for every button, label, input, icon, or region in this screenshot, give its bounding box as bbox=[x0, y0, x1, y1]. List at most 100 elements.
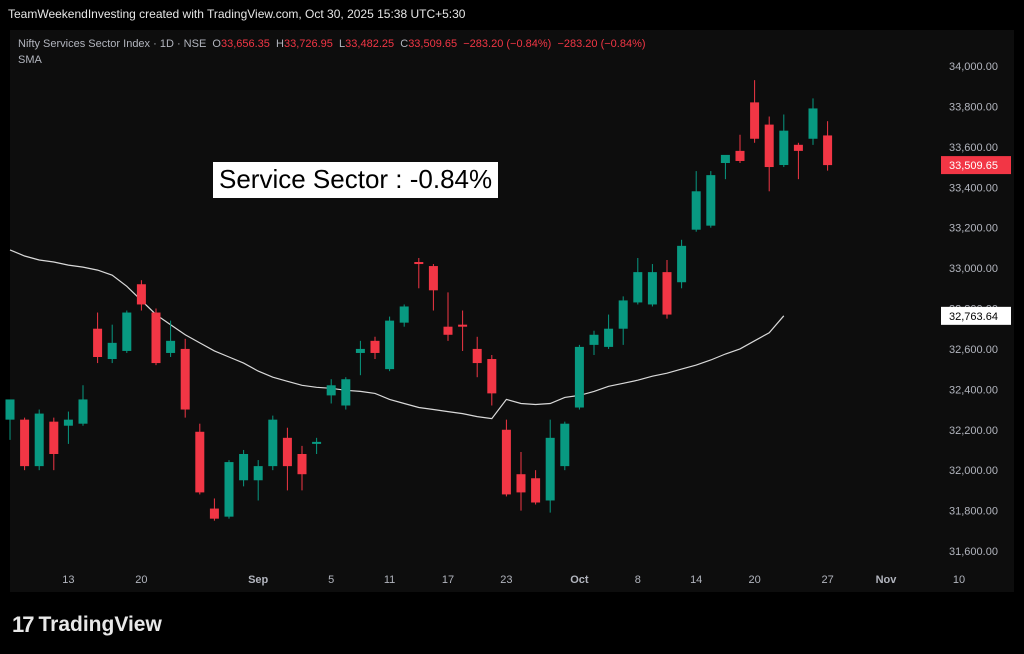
x-tick-label: Oct bbox=[570, 574, 589, 586]
candle-body bbox=[341, 379, 351, 406]
candle-body bbox=[195, 431, 205, 493]
x-tick-label: 17 bbox=[442, 574, 454, 586]
open-value: 33,656.35 bbox=[220, 38, 270, 50]
ohlc-legend: Nifty Services Sector Index · 1D · NSE O… bbox=[18, 38, 646, 50]
tradingview-logo-icon: 17 bbox=[12, 612, 35, 637]
candle-body bbox=[239, 454, 249, 481]
close-label: C bbox=[400, 38, 409, 50]
chart-panel[interactable] bbox=[10, 30, 1014, 592]
candle-body bbox=[501, 429, 511, 495]
candle-body bbox=[428, 266, 438, 291]
candle-body bbox=[604, 328, 614, 347]
x-tick-label: 23 bbox=[500, 574, 512, 586]
last-price-label: 33,509.65 bbox=[949, 160, 998, 172]
candle-body bbox=[209, 508, 219, 519]
open-label: O bbox=[212, 38, 221, 50]
sma-value-tag bbox=[941, 306, 1011, 325]
candle-body bbox=[20, 419, 30, 467]
candle-body bbox=[326, 385, 336, 396]
candle-body bbox=[253, 466, 263, 481]
y-tick-label: 32,600.00 bbox=[949, 344, 998, 356]
candle-body bbox=[458, 324, 468, 327]
x-tick-label: 5 bbox=[328, 574, 334, 586]
candle-body bbox=[63, 419, 73, 426]
candle-body bbox=[560, 423, 570, 467]
x-tick-label: 20 bbox=[748, 574, 760, 586]
candle-body bbox=[589, 334, 599, 345]
x-tick-label: 8 bbox=[635, 574, 641, 586]
candle-body bbox=[735, 150, 745, 161]
x-tick-label: 13 bbox=[62, 574, 74, 586]
candle-body bbox=[355, 348, 365, 353]
x-tick-label: 27 bbox=[821, 574, 833, 586]
y-tick-label: 31,600.00 bbox=[949, 546, 998, 558]
x-tick-label: 14 bbox=[690, 574, 702, 586]
candle-body bbox=[779, 130, 789, 166]
candle-body bbox=[180, 348, 190, 410]
change-value: −283.20 (−0.84%) bbox=[463, 38, 552, 50]
y-tick-label: 33,400.00 bbox=[949, 182, 998, 194]
candle-body bbox=[5, 399, 15, 420]
candle-body bbox=[662, 272, 672, 315]
candle-body bbox=[574, 346, 584, 408]
tradingview-logo[interactable]: 17 TradingView bbox=[12, 612, 162, 638]
y-tick-label: 32,400.00 bbox=[949, 384, 998, 396]
candle-body bbox=[691, 191, 701, 230]
sma-value-label: 32,763.64 bbox=[949, 311, 998, 323]
candle-body bbox=[633, 272, 643, 303]
candle-body bbox=[282, 437, 292, 467]
candle-body bbox=[793, 144, 803, 151]
candle-body bbox=[166, 340, 176, 353]
y-tick-label: 33,600.00 bbox=[949, 142, 998, 154]
candle-body bbox=[34, 413, 44, 467]
candle-body bbox=[297, 454, 307, 475]
last-price-tag bbox=[941, 156, 1011, 175]
low-value: 33,482.25 bbox=[345, 38, 395, 50]
indicator-legend[interactable]: SMA bbox=[18, 54, 42, 66]
low-label: L bbox=[339, 38, 346, 50]
high-value: 33,726.95 bbox=[283, 38, 333, 50]
candle-body bbox=[370, 340, 380, 353]
y-tick-label: 32,200.00 bbox=[949, 425, 998, 437]
candle-body bbox=[136, 284, 146, 305]
candle-body bbox=[93, 328, 103, 357]
candle-body bbox=[516, 474, 526, 493]
candle-body bbox=[312, 441, 322, 444]
x-tick-label: Sep bbox=[248, 574, 268, 586]
candle-body bbox=[720, 154, 730, 163]
candle-body bbox=[78, 399, 88, 424]
candle-body bbox=[414, 262, 424, 265]
candle-body bbox=[764, 124, 774, 168]
close-value: 33,509.65 bbox=[408, 38, 458, 50]
tradingview-brand: TradingView bbox=[38, 613, 162, 636]
candle-body bbox=[151, 312, 161, 364]
candle-body bbox=[399, 306, 409, 323]
y-tick-label: 33,200.00 bbox=[949, 223, 998, 235]
x-tick-label: Nov bbox=[876, 574, 898, 586]
annotation-label[interactable]: Service Sector : -0.84% bbox=[213, 162, 499, 198]
y-tick-label: 33,800.00 bbox=[949, 101, 998, 113]
candle-body bbox=[385, 320, 395, 370]
candle-body bbox=[750, 102, 760, 139]
x-tick-label: 11 bbox=[384, 574, 395, 586]
y-tick-label: 33,000.00 bbox=[949, 263, 998, 275]
change-value-2: −283.20 (−0.84%) bbox=[557, 38, 646, 50]
y-tick-label: 34,000.00 bbox=[949, 61, 998, 73]
candle-body bbox=[122, 312, 132, 351]
x-tick-label: 20 bbox=[135, 574, 147, 586]
candle-body bbox=[224, 462, 234, 517]
candle-body bbox=[472, 348, 482, 364]
candle-body bbox=[677, 245, 687, 283]
candle-body bbox=[268, 419, 278, 467]
candle-body bbox=[808, 108, 818, 139]
y-tick-label: 32,000.00 bbox=[949, 465, 998, 477]
y-tick-label: 31,800.00 bbox=[949, 506, 998, 518]
candle-body bbox=[443, 326, 453, 335]
chart-svg[interactable]: 34,000.00 33,800.00 33,600.00 33,400.00 33,2… bbox=[0, 0, 1024, 600]
candle-body bbox=[487, 359, 497, 394]
candle-body bbox=[531, 478, 541, 503]
candle-body bbox=[823, 135, 833, 166]
candle-body bbox=[107, 342, 117, 360]
candle-body bbox=[706, 175, 716, 226]
